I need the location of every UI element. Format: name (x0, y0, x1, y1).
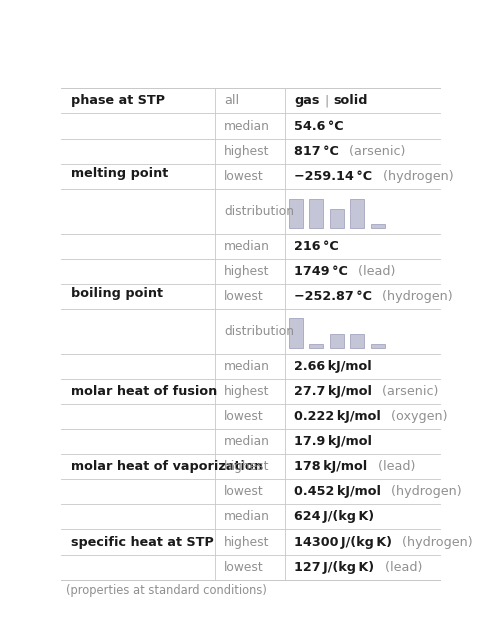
Text: lowest: lowest (224, 486, 264, 498)
Text: lowest: lowest (224, 290, 264, 303)
Text: specific heat at STP: specific heat at STP (70, 536, 213, 549)
Bar (349, 199, 364, 229)
Text: (hydrogen): (hydrogen) (394, 536, 472, 549)
Text: 216 °C: 216 °C (294, 240, 338, 253)
Text: (lead): (lead) (349, 265, 395, 278)
Text: 0.222 kJ/mol: 0.222 kJ/mol (294, 410, 380, 423)
Bar (288, 318, 302, 348)
Text: 0.452 kJ/mol: 0.452 kJ/mol (294, 486, 381, 498)
Text: lowest: lowest (224, 170, 264, 183)
Text: −252.87 °C: −252.87 °C (294, 290, 371, 303)
Text: (hydrogen): (hydrogen) (374, 170, 452, 183)
Text: 54.6 °C: 54.6 °C (294, 120, 343, 132)
Text: molar heat of vaporization: molar heat of vaporization (70, 460, 262, 473)
Text: highest: highest (224, 145, 269, 158)
Text: highest: highest (224, 460, 269, 473)
Text: gas: gas (294, 94, 319, 108)
Text: 14300 J/(kg K): 14300 J/(kg K) (294, 536, 391, 549)
Text: 27.7 kJ/mol: 27.7 kJ/mol (294, 385, 371, 398)
Text: melting point: melting point (70, 167, 167, 180)
Text: molar heat of fusion: molar heat of fusion (70, 385, 216, 398)
Text: lowest: lowest (224, 410, 264, 423)
Text: (arsenic): (arsenic) (341, 145, 405, 158)
Bar (329, 209, 343, 229)
Text: median: median (224, 510, 269, 523)
Bar (308, 344, 323, 348)
Text: (hydrogen): (hydrogen) (383, 486, 461, 498)
Text: highest: highest (224, 385, 269, 398)
Text: median: median (224, 120, 269, 132)
Bar (288, 199, 302, 229)
Text: (lead): (lead) (369, 460, 414, 473)
Text: 817 °C: 817 °C (294, 145, 338, 158)
Bar (308, 199, 323, 229)
Text: 17.9 kJ/mol: 17.9 kJ/mol (294, 435, 371, 448)
Text: 178 kJ/mol: 178 kJ/mol (294, 460, 366, 473)
Text: highest: highest (224, 536, 269, 549)
Text: 127 J/(kg K): 127 J/(kg K) (294, 561, 373, 573)
Text: distribution: distribution (224, 204, 293, 218)
Text: distribution: distribution (224, 325, 293, 338)
Text: lowest: lowest (224, 561, 264, 573)
Text: |: | (320, 94, 332, 108)
Text: −259.14 °C: −259.14 °C (294, 170, 371, 183)
Bar (370, 224, 384, 229)
Text: phase at STP: phase at STP (70, 94, 164, 108)
Text: (hydrogen): (hydrogen) (374, 290, 452, 303)
Text: median: median (224, 240, 269, 253)
Text: all: all (224, 94, 239, 108)
Text: (arsenic): (arsenic) (374, 385, 438, 398)
Text: 1749 °C: 1749 °C (294, 265, 347, 278)
Bar (349, 334, 364, 348)
Text: median: median (224, 435, 269, 448)
Text: 2.66 kJ/mol: 2.66 kJ/mol (294, 360, 371, 373)
Text: (oxygen): (oxygen) (383, 410, 447, 423)
Text: highest: highest (224, 265, 269, 278)
Text: solid: solid (333, 94, 367, 108)
Bar (370, 344, 384, 348)
Bar (329, 334, 343, 348)
Text: median: median (224, 360, 269, 373)
Text: 624 J/(kg K): 624 J/(kg K) (294, 510, 373, 523)
Text: boiling point: boiling point (70, 287, 163, 300)
Text: (lead): (lead) (376, 561, 421, 573)
Text: (properties at standard conditions): (properties at standard conditions) (66, 584, 266, 596)
